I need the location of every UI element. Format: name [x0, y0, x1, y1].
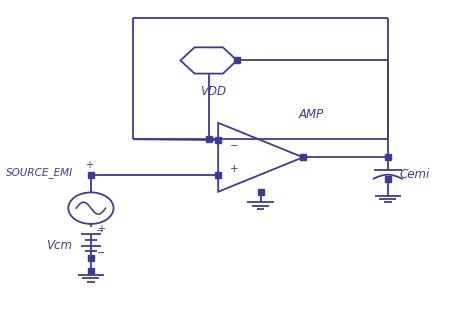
- Text: Cemi: Cemi: [400, 168, 430, 181]
- Text: −: −: [230, 141, 239, 151]
- Text: −: −: [97, 248, 105, 258]
- Text: +: +: [84, 160, 92, 170]
- Text: VDD: VDD: [201, 85, 227, 98]
- Text: +: +: [230, 164, 239, 174]
- Text: Vcm: Vcm: [46, 239, 72, 252]
- Text: SOURCE_EMI: SOURCE_EMI: [6, 167, 73, 178]
- Text: +: +: [97, 224, 105, 234]
- Text: −: −: [96, 225, 104, 236]
- Text: AMP: AMP: [298, 108, 324, 121]
